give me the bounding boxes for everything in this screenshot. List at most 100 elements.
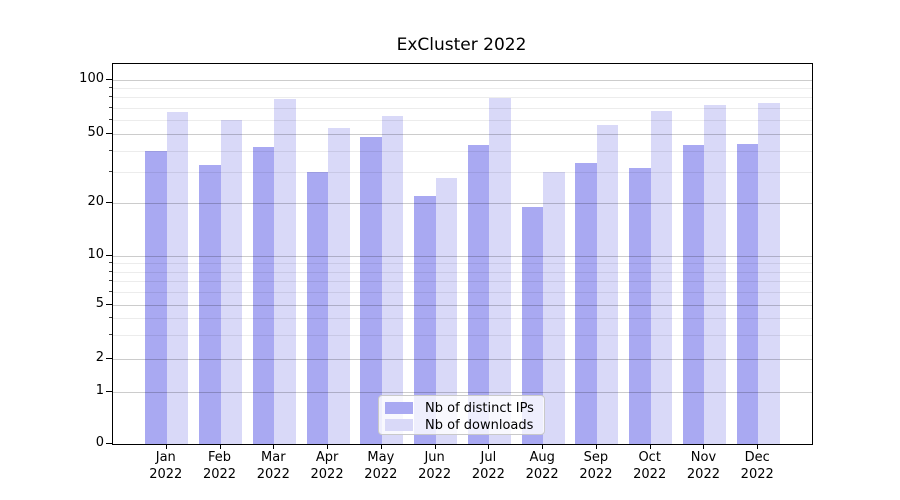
y-tick-mark-minor [109,87,112,89]
y-tick-label: 5 [95,296,104,311]
gridline-minor [113,281,812,283]
gridline-minor [113,263,812,265]
gridline-minor [113,150,812,152]
bar-downloads-feb [220,119,243,444]
x-tick-label-jan: Jan 2022 [149,450,183,482]
x-tick-label-oct: Oct 2022 [633,450,667,482]
bar-downloads-aug [543,172,565,444]
y-tick-mark [106,358,112,359]
bar-distinct-ips-jul [467,145,490,444]
x-tick-label-dec: Dec 2022 [740,450,774,482]
legend-label-distinct-ips: Nb of distinct IPs [425,400,534,416]
y-tick-mark-minor [109,106,112,108]
x-tick-mark [380,444,382,449]
x-tick-mark [219,444,221,449]
y-tick-mark-minor [109,317,112,319]
y-tick-label: 20 [87,194,104,209]
gridline-minor [113,335,812,337]
y-tick-label: 0 [95,435,104,450]
y-tick-label: 50 [87,125,104,140]
x-tick-mark [703,444,705,449]
x-tick-label-may: May 2022 [364,450,398,482]
bar-distinct-ips-sep [575,163,597,444]
y-tick-mark [106,255,112,256]
x-tick-label-mar: Mar 2022 [256,450,290,482]
bar-downloads-mar [274,99,296,444]
y-tick-mark-minor [109,334,112,336]
bar-downloads-jun [435,177,458,444]
gridline-major [113,203,812,204]
y-tick-mark-minor [109,149,112,151]
grid-layer [113,64,812,444]
y-tick-mark [106,202,112,203]
bar-distinct-ips-oct [629,167,651,444]
x-tick-mark [434,444,436,449]
y-tick-label: 10 [87,247,104,262]
x-tick-mark [488,444,490,449]
y-tick-mark-minor [109,291,112,293]
gridline-minor [113,97,812,99]
x-tick-label-apr: Apr 2022 [310,450,344,482]
y-tick-mark [106,133,112,134]
legend-swatch-downloads [385,419,413,431]
bar-distinct-ips-nov [682,145,705,444]
y-tick-mark [106,391,112,392]
bar-distinct-ips-may [360,137,382,444]
gridline-major [113,305,812,306]
x-tick-mark [327,444,329,449]
legend-item-downloads: Nb of downloads [385,417,536,433]
y-tick-label: 2 [95,350,104,365]
plot-area [112,63,813,445]
legend-label-downloads: Nb of downloads [425,417,534,433]
gridline-minor [113,88,812,90]
gridline-minor [113,292,812,294]
x-tick-mark [757,444,759,449]
x-tick-mark [649,444,651,449]
bar-downloads-oct [650,111,673,444]
bar-distinct-ips-mar [252,147,275,444]
x-tick-mark [165,444,167,449]
y-tick-label: 1 [95,383,104,398]
gridline-minor [113,107,812,109]
x-tick-label-nov: Nov 2022 [686,450,720,482]
gridline-major [113,359,812,360]
x-tick-mark [273,444,275,449]
bar-downloads-dec [758,103,780,444]
y-tick-mark-minor [109,171,112,173]
x-tick-label-aug: Aug 2022 [525,450,559,482]
bar-downloads-jan [166,112,189,444]
bar-distinct-ips-feb [199,165,221,444]
chart-title: ExCluster 2022 [396,35,527,55]
y-tick-mark [106,443,112,444]
y-tick-mark [106,79,112,80]
gridline-major [113,134,812,135]
bar-distinct-ips-jun [414,195,436,444]
bars-layer [113,64,812,444]
x-tick-label-feb: Feb 2022 [202,450,237,482]
bar-downloads-nov [704,104,726,444]
gridline-minor [113,271,812,273]
x-tick-mark [595,444,597,449]
legend-item-distinct-ips: Nb of distinct IPs [385,400,536,416]
bar-downloads-apr [328,128,350,444]
y-tick-mark-minor [109,96,112,98]
y-tick-label: 100 [79,71,104,86]
y-tick-mark-minor [109,270,112,272]
x-tick-label-sep: Sep 2022 [579,450,613,482]
bar-distinct-ips-dec [736,143,759,444]
bar-downloads-may [381,116,404,444]
x-tick-label-jul: Jul 2022 [471,450,505,482]
y-tick-mark-minor [109,280,112,282]
gridline-minor [113,172,812,174]
gridline-minor [113,119,812,121]
y-tick-mark-minor [109,262,112,264]
bar-distinct-ips-jan [145,150,167,444]
legend-swatch-distinct-ips [385,402,413,414]
y-tick-mark-minor [109,118,112,120]
legend: Nb of distinct IPs Nb of downloads [378,395,545,435]
bar-downloads-jul [489,98,511,444]
gridline-major [113,392,812,393]
gridline-major [113,256,812,257]
x-tick-label-jun: Jun 2022 [418,450,452,482]
